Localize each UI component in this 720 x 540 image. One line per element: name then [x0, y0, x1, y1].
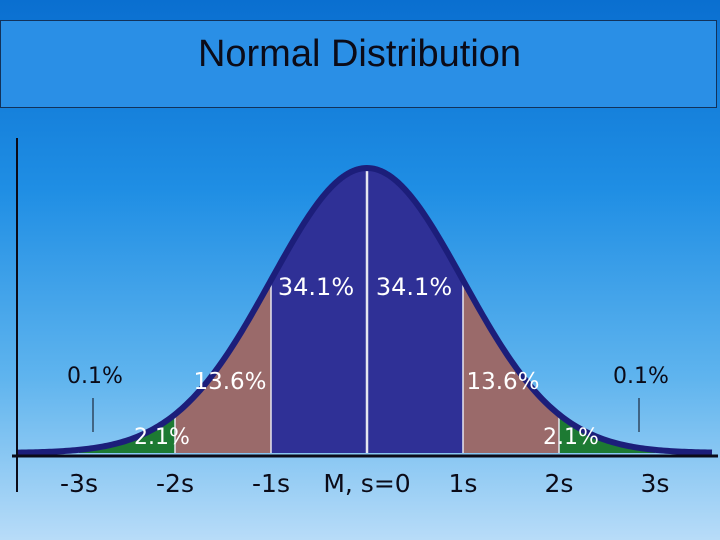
- axis-layer: [12, 138, 718, 492]
- x-tick-label-6: 3s: [641, 469, 670, 498]
- bell-curve: [16, 165, 713, 456]
- slide-title: Normal Distribution: [197, 33, 522, 75]
- x-tick-label-4: 1s: [449, 469, 478, 498]
- x-tick-label-2: -1s: [252, 469, 290, 498]
- region-5: [559, 414, 655, 453]
- region-0: [79, 414, 175, 453]
- tail-label-left: 0.1%: [67, 364, 123, 389]
- region-label-1: 13.6%: [193, 369, 266, 395]
- curve-layer: [16, 165, 713, 456]
- region-2: [271, 168, 367, 453]
- ticks-layer: -3s -2s -1s M, s=0 1s 2s 3s: [60, 469, 669, 498]
- x-tick-label-0: -3s: [60, 469, 98, 498]
- region-3: [367, 168, 463, 453]
- region-label-3: 34.1%: [376, 273, 452, 301]
- title-box: Normal Distribution: [0, 20, 717, 108]
- x-tick-label-1: -2s: [156, 469, 194, 498]
- region-label-5: 2.1%: [543, 425, 599, 450]
- tail-label-right: 0.1%: [613, 364, 669, 389]
- dividers-layer: [174, 168, 560, 453]
- regions-layer: [17, 168, 712, 453]
- x-tick-label-3: M, s=0: [323, 469, 410, 498]
- region-label-0: 2.1%: [134, 425, 190, 450]
- labels-layer: 2.1% 13.6% 34.1% 34.1% 13.6% 2.1% 0.1% 0.1%: [67, 273, 669, 450]
- x-tick-label-5: 2s: [545, 469, 574, 498]
- region-label-4: 13.6%: [466, 369, 539, 395]
- region-label-2: 34.1%: [278, 273, 354, 301]
